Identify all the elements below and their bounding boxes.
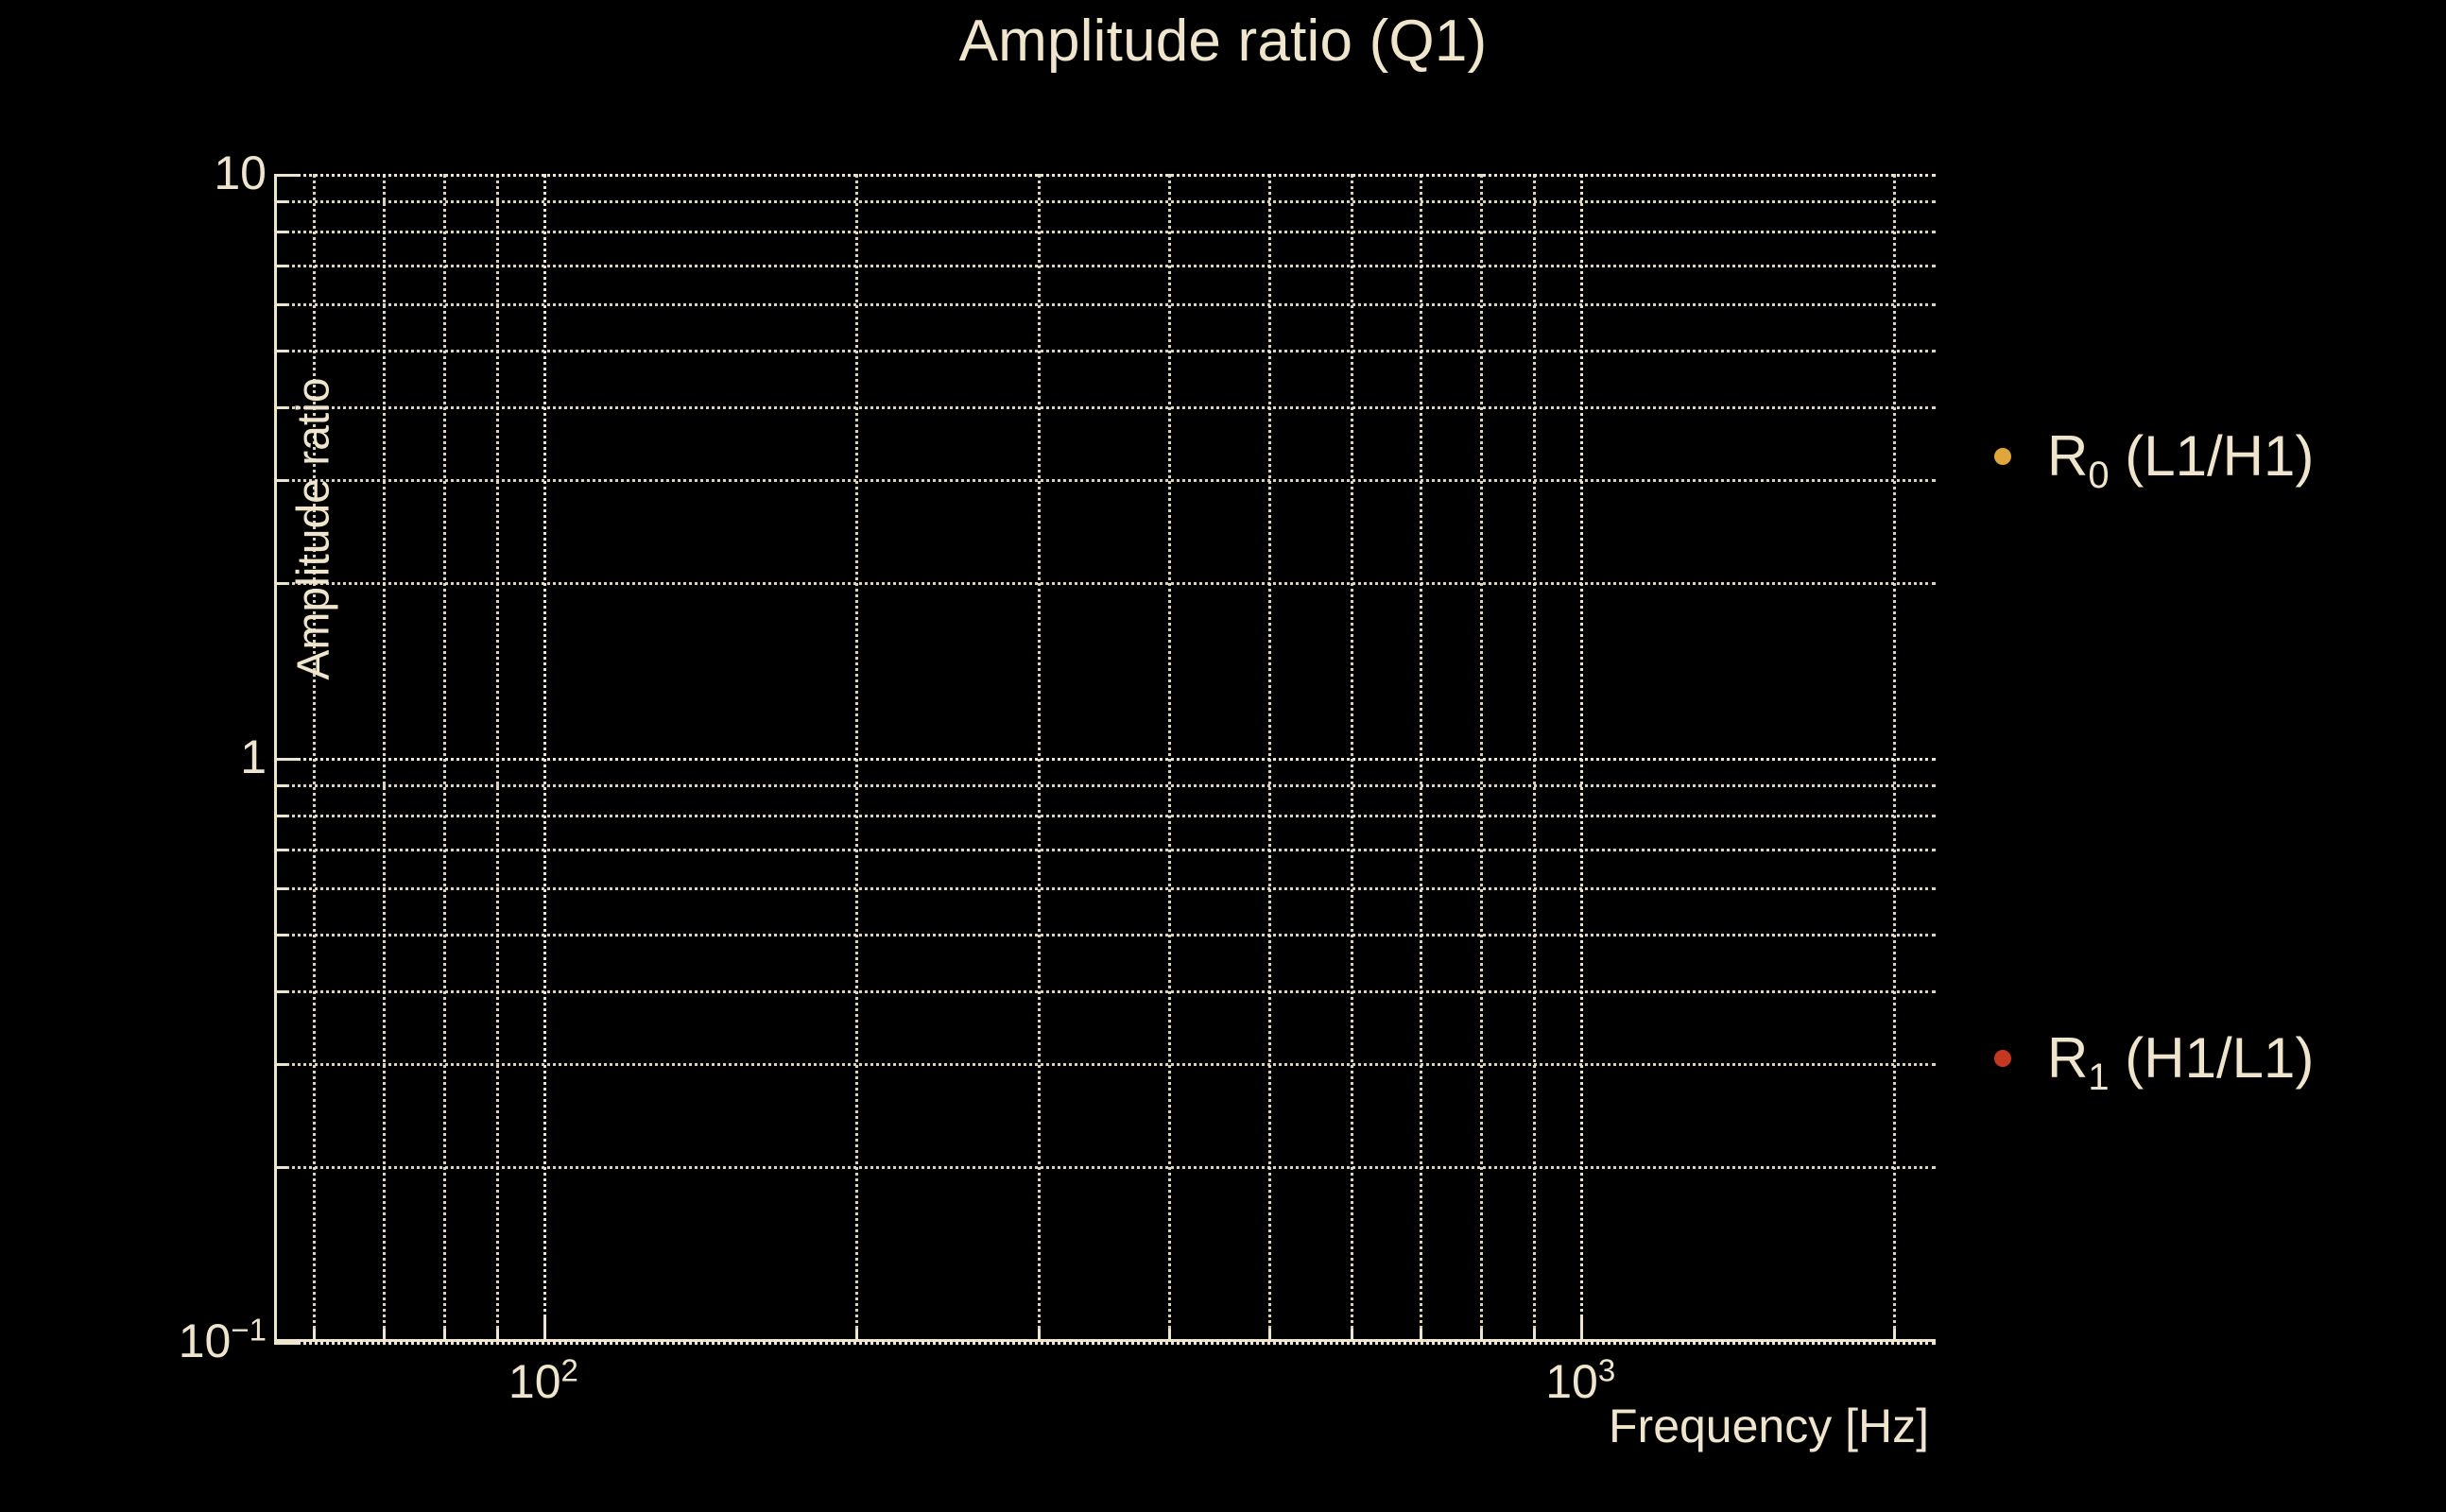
- y-axis-tick: [274, 758, 299, 761]
- legend-entry[interactable]: R0 (L1/H1): [1994, 424, 2315, 496]
- gridline-vertical: [1580, 174, 1584, 1342]
- y-axis-tick: [274, 814, 287, 817]
- x-axis-tick: [1038, 1329, 1042, 1342]
- gridline-horizontal: [274, 784, 1936, 788]
- legend-label: R0 (L1/H1): [2047, 424, 2315, 496]
- gridline-vertical: [1167, 174, 1171, 1342]
- x-axis-spine: [274, 1339, 1936, 1342]
- x-axis-tick: [1479, 1329, 1483, 1342]
- y-axis-tick: [274, 479, 287, 483]
- y-axis-tick: [274, 784, 287, 788]
- x-axis-tick: [1167, 1329, 1171, 1342]
- y-axis-tick: [274, 581, 287, 585]
- x-axis-tick: [855, 1329, 859, 1342]
- gridline-vertical: [313, 174, 317, 1342]
- y-axis-tick: [274, 1165, 287, 1169]
- y-axis-tick: [274, 200, 287, 204]
- gridline-vertical: [1892, 174, 1896, 1342]
- x-axis-tick: [1420, 1329, 1423, 1342]
- gridline-horizontal: [274, 303, 1936, 307]
- gridline-vertical: [1038, 174, 1042, 1342]
- y-axis-tick: [274, 264, 287, 267]
- gridline-horizontal: [274, 989, 1936, 993]
- y-axis-tick: [274, 1342, 299, 1345]
- gridline-vertical: [1479, 174, 1483, 1342]
- gridline-vertical: [1420, 174, 1423, 1342]
- gridline-horizontal: [274, 1063, 1936, 1067]
- y-axis-tick: [274, 303, 287, 307]
- gridline-vertical: [442, 174, 446, 1342]
- gridline-vertical: [495, 174, 499, 1342]
- gridline-horizontal: [274, 848, 1936, 851]
- gridline-vertical: [855, 174, 859, 1342]
- y-tick-label: 1: [240, 730, 267, 783]
- x-axis-title: Frequency [Hz]: [1609, 1400, 1930, 1452]
- gridline-horizontal: [274, 350, 1936, 353]
- y-tick-label: 10: [214, 146, 267, 199]
- x-axis-tick: [1580, 1317, 1584, 1342]
- gridline-horizontal: [274, 200, 1936, 204]
- legend-marker-dot-icon: [1994, 448, 2011, 465]
- y-axis-tick: [274, 230, 287, 233]
- x-axis-tick: [1267, 1329, 1271, 1342]
- gridline-vertical: [1267, 174, 1271, 1342]
- gridline-vertical: [1350, 174, 1353, 1342]
- gridline-horizontal: [274, 479, 1936, 483]
- gridline-horizontal: [274, 1342, 1936, 1345]
- y-axis-tick: [274, 887, 287, 891]
- y-axis-tick: [274, 989, 287, 993]
- legend: R0 (L1/H1) R1 (H1/L1): [1994, 0, 2446, 1512]
- gridline-horizontal: [274, 887, 1936, 891]
- gridline-horizontal: [274, 758, 1936, 761]
- gridline-vertical: [543, 174, 546, 1342]
- y-axis-tick: [274, 934, 287, 937]
- y-axis-tick: [274, 350, 287, 353]
- x-axis-tick: [382, 1329, 386, 1342]
- gridline-horizontal: [274, 1165, 1936, 1169]
- gridline-horizontal: [274, 581, 1936, 585]
- x-axis-tick: [442, 1329, 446, 1342]
- x-axis-tick: [1350, 1329, 1353, 1342]
- gridline-horizontal: [274, 174, 1936, 177]
- y-axis-tick: [274, 405, 287, 409]
- x-axis-tick: [1892, 1329, 1896, 1342]
- legend-entry[interactable]: R1 (H1/L1): [1994, 1026, 2315, 1098]
- plot-area: Amplitude ratio: [274, 174, 1936, 1345]
- x-tick-label: 103: [1545, 1352, 1616, 1408]
- gridline-vertical: [382, 174, 386, 1342]
- y-axis-title: Amplitude ratio: [288, 377, 339, 680]
- gridline-horizontal: [274, 264, 1936, 267]
- gridline-horizontal: [274, 814, 1936, 817]
- x-axis-tick: [495, 1329, 499, 1342]
- x-axis-tick: [543, 1317, 546, 1342]
- legend-marker-dot-icon: [1994, 1050, 2011, 1067]
- gridline-horizontal: [274, 934, 1936, 937]
- x-axis-tick: [313, 1329, 317, 1342]
- x-tick-label: 102: [508, 1352, 578, 1408]
- chart-title: Amplitude ratio (Q1): [958, 9, 1488, 74]
- y-axis-tick: [274, 1063, 287, 1067]
- y-axis-spine: [274, 174, 277, 1342]
- y-tick-label: 10−1: [178, 1312, 267, 1367]
- y-axis-tick: [274, 174, 299, 177]
- gridline-horizontal: [274, 405, 1936, 409]
- legend-label: R1 (H1/L1): [2047, 1026, 2315, 1098]
- gridline-vertical: [1533, 174, 1537, 1342]
- y-axis-tick: [274, 848, 287, 851]
- gridline-horizontal: [274, 230, 1936, 233]
- x-axis-tick: [1533, 1329, 1537, 1342]
